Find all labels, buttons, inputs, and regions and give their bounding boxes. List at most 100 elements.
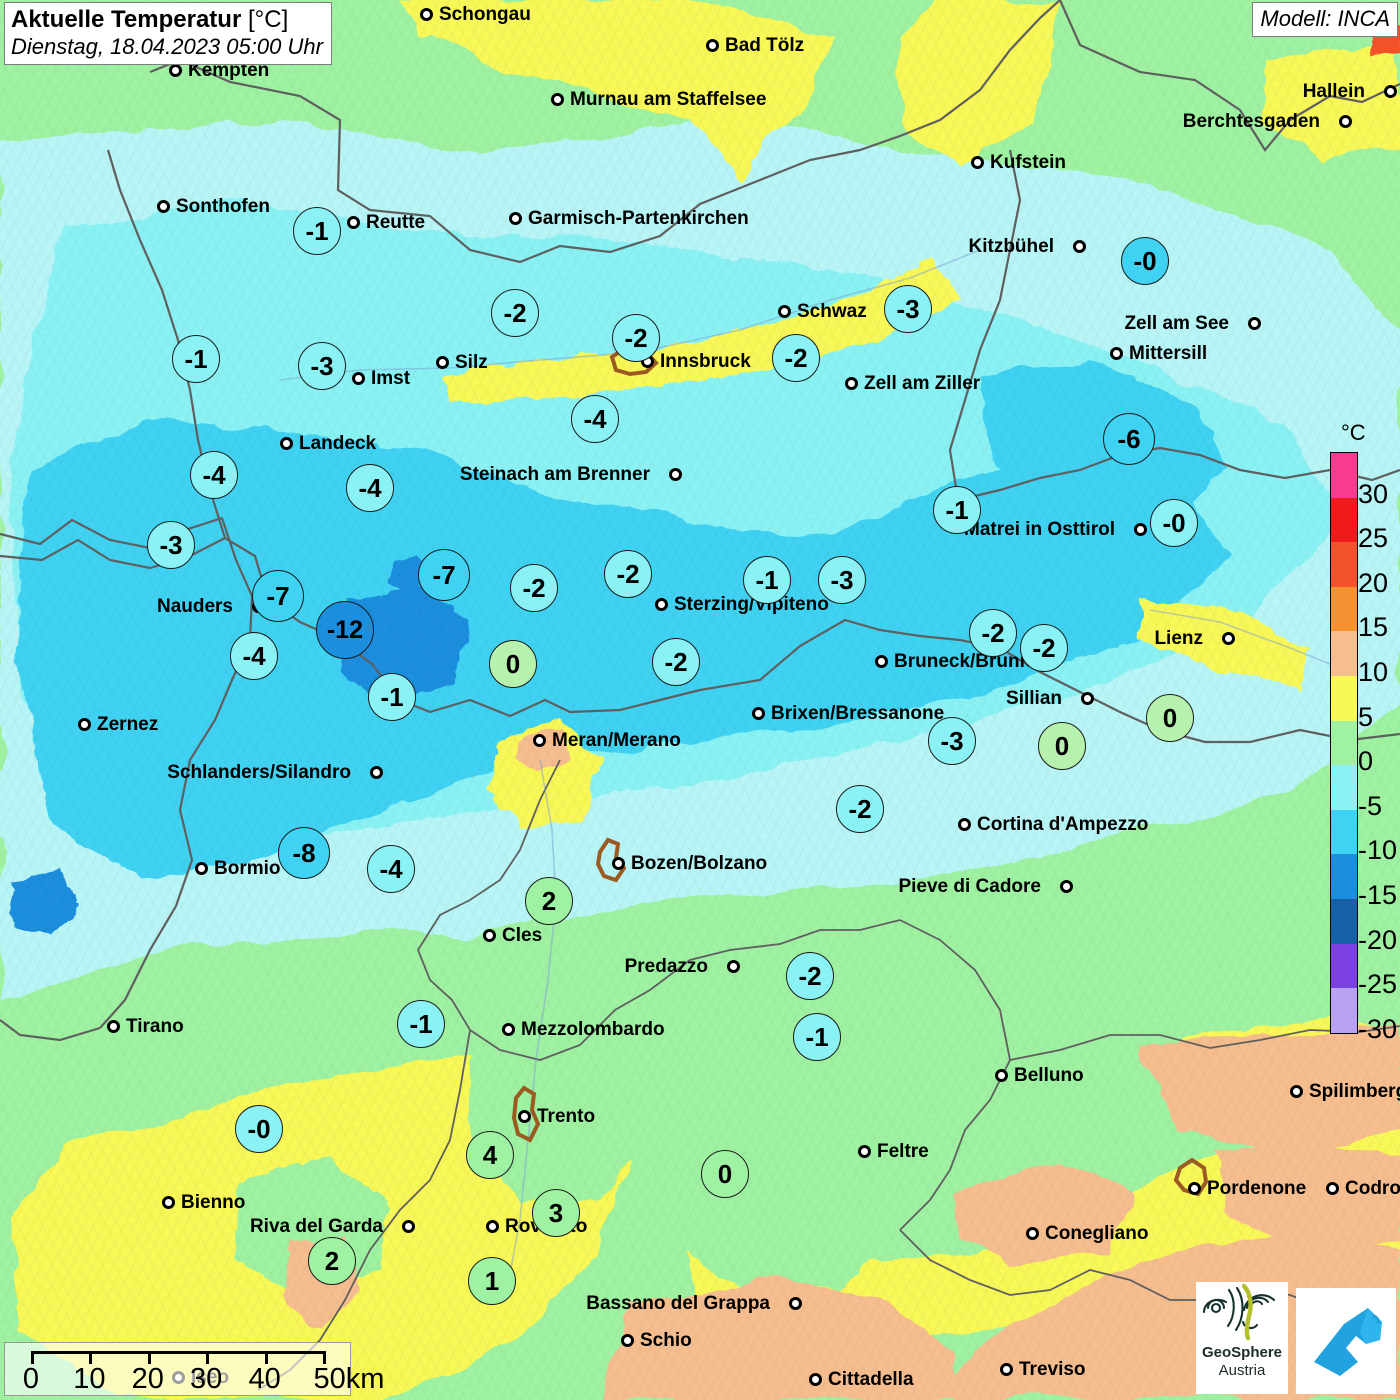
station-temperature-marker[interactable]: -2 [652, 638, 700, 686]
city-dot-icon [789, 1297, 802, 1310]
station-temperature-marker[interactable]: -4 [230, 632, 278, 680]
model-label: Modell: INCA [1252, 2, 1398, 37]
station-temperature-marker[interactable]: -2 [836, 785, 884, 833]
station-temperature-marker[interactable]: -2 [786, 952, 834, 1000]
city-label: Sillian [1006, 688, 1062, 709]
station-temperature-marker[interactable]: -1 [933, 486, 981, 534]
mountain-icon [1314, 1308, 1382, 1376]
station-temperature-marker[interactable]: -0 [1150, 499, 1198, 547]
city-dot-icon [280, 437, 293, 450]
station-temperature-marker[interactable]: -1 [793, 1013, 841, 1061]
city-label: Codroipo [1345, 1178, 1400, 1199]
colorbar-swatch [1330, 854, 1358, 899]
station-temperature-marker[interactable]: -4 [346, 464, 394, 512]
city-dot-icon [402, 1220, 415, 1233]
city-dot-icon [875, 655, 888, 668]
station-temperature-marker[interactable]: -1 [743, 556, 791, 604]
station-temperature-marker[interactable]: 0 [1038, 722, 1086, 770]
station-temperature-marker[interactable]: 0 [489, 640, 537, 688]
colorbar-swatch [1330, 586, 1358, 632]
city-dot-icon [551, 93, 564, 106]
geosphere-logo: GeoSphere Austria [1196, 1282, 1288, 1394]
city-label: Spilimbergo [1309, 1081, 1400, 1102]
city-label: Belluno [1014, 1065, 1084, 1086]
colorbar-tick-label: 30 [1358, 478, 1389, 509]
scale-tick [147, 1351, 151, 1364]
station-temperature-marker[interactable]: -2 [491, 289, 539, 337]
station-temperature-marker[interactable]: -2 [604, 550, 652, 598]
city-dot-icon [971, 156, 984, 169]
city-dot-icon [436, 356, 449, 369]
city-dot-icon [486, 1220, 499, 1233]
title-line: Aktuelle Temperatur [°C] [11, 6, 323, 34]
colorbar [1330, 452, 1358, 1034]
station-temperature-marker[interactable]: 1 [468, 1257, 516, 1305]
station-temperature-marker[interactable]: 0 [701, 1150, 749, 1198]
station-temperature-marker[interactable]: -7 [418, 549, 470, 601]
station-temperature-marker[interactable]: -4 [571, 395, 619, 443]
station-temperature-marker[interactable]: -2 [1020, 624, 1068, 672]
colorbar-swatch [1330, 943, 1358, 989]
city-label: Reutte [366, 212, 426, 233]
colorbar-swatch [1330, 898, 1358, 944]
colorbar-tick-label: -15 [1358, 880, 1398, 910]
city-dot-icon [1326, 1182, 1339, 1195]
station-temperature-marker[interactable]: -7 [252, 570, 304, 622]
station-temperature-marker[interactable]: 3 [532, 1189, 580, 1237]
station-temperature-marker[interactable]: 2 [308, 1237, 356, 1285]
station-temperature-marker[interactable]: 2 [525, 877, 573, 925]
city-label: Hallein [1302, 81, 1365, 102]
station-temperature-marker[interactable]: -12 [316, 601, 374, 659]
city-label: Cles [502, 925, 543, 946]
scale-bar: 0 10 20 30 40 50km [4, 1342, 384, 1396]
city-label: Treviso [1019, 1359, 1086, 1380]
station-temperature-marker[interactable]: -2 [612, 314, 660, 362]
city-dot-icon [352, 372, 365, 385]
colorbar-tick-label: 25 [1358, 523, 1389, 554]
city-dot-icon [706, 39, 719, 52]
station-temperature-marker[interactable]: 0 [1146, 694, 1194, 742]
scale-tick-label: 10 [73, 1363, 106, 1395]
station-temperature-marker[interactable]: -6 [1103, 413, 1155, 465]
station-temperature-marker[interactable]: -4 [367, 845, 415, 893]
station-temperature-marker[interactable]: -3 [884, 285, 932, 333]
station-temperature-marker[interactable]: -1 [172, 335, 220, 383]
city-dot-icon [483, 929, 496, 942]
scale-tick [206, 1351, 210, 1364]
station-temperature-marker[interactable]: -0 [235, 1105, 283, 1153]
city-label: Pieve di Cadore [898, 876, 1041, 897]
colorbar-tick-label: 20 [1358, 567, 1389, 598]
city-dot-icon [518, 1110, 531, 1123]
colorbar-tick-label: 15 [1358, 612, 1389, 643]
city-dot-icon [1081, 692, 1094, 705]
station-temperature-marker[interactable]: -3 [818, 556, 866, 604]
city-label: Landeck [299, 433, 377, 454]
city-label: Zernez [97, 714, 159, 735]
station-temperature-marker[interactable]: -4 [190, 451, 238, 499]
city-dot-icon [845, 377, 858, 390]
station-temperature-marker[interactable]: -3 [928, 717, 976, 765]
station-temperature-marker[interactable]: -1 [397, 1000, 445, 1048]
station-temperature-marker[interactable]: -2 [510, 564, 558, 612]
city-dot-icon [370, 766, 383, 779]
station-temperature-marker[interactable]: -2 [772, 334, 820, 382]
city-dot-icon [347, 216, 360, 229]
city-dot-icon [752, 707, 765, 720]
station-temperature-marker[interactable]: -0 [1121, 237, 1169, 285]
station-temperature-marker[interactable]: -3 [147, 521, 195, 569]
colorbar-swatch [1330, 452, 1358, 498]
scale-tick-label: 20 [131, 1363, 164, 1395]
station-temperature-marker[interactable]: -2 [969, 609, 1017, 657]
city-label: Mittersill [1129, 343, 1208, 364]
station-temperature-marker[interactable]: -8 [278, 827, 330, 879]
city-label: Zell am See [1124, 313, 1229, 334]
station-temperature-marker[interactable]: 4 [466, 1131, 514, 1179]
station-temperature-marker[interactable]: -1 [293, 207, 341, 255]
station-temperature-marker[interactable]: -3 [298, 342, 346, 390]
city-dot-icon [1060, 880, 1073, 893]
city-label: Matrei in Osttirol [964, 519, 1115, 540]
city-label: Kufstein [990, 152, 1066, 173]
page-title: Aktuelle Temperatur [11, 6, 242, 33]
scale-bar-line [31, 1351, 323, 1364]
station-temperature-marker[interactable]: -1 [368, 673, 416, 721]
